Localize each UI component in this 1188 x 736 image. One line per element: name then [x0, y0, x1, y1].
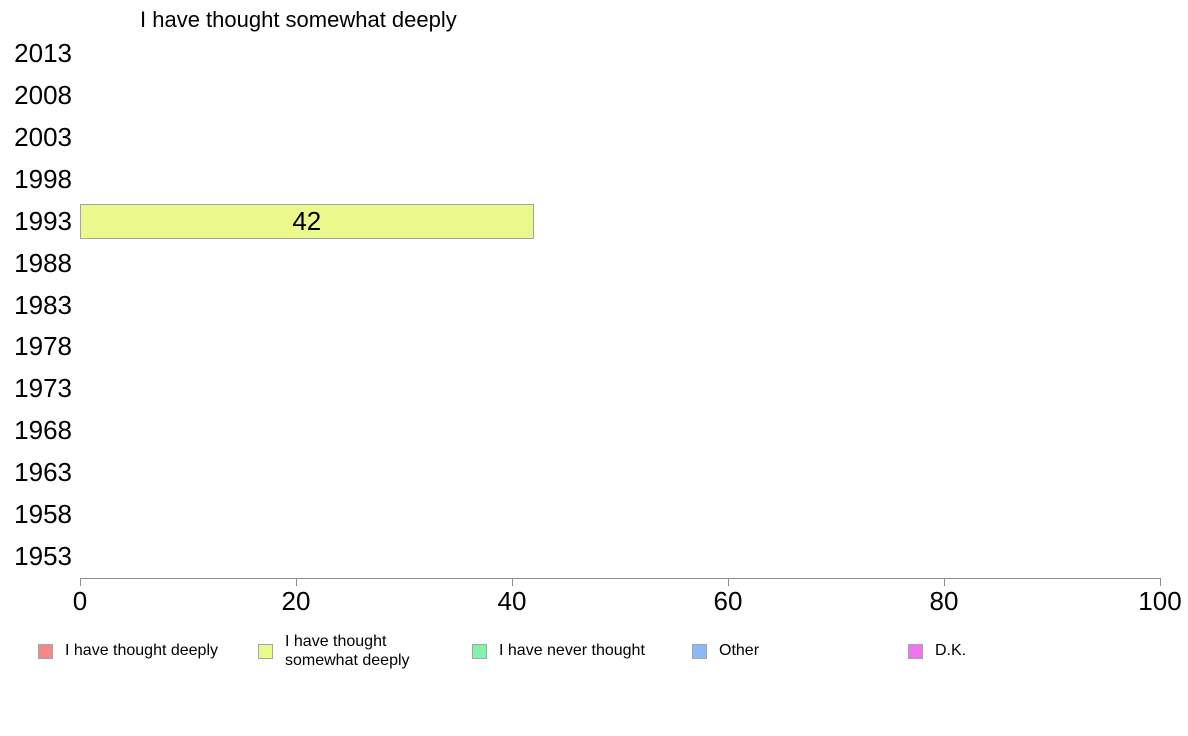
legend-item-d-k: D.K. — [908, 629, 966, 673]
x-axis-tick-label: 20 — [281, 586, 311, 616]
x-axis-tick-label: 100 — [1138, 586, 1182, 616]
bar-1993: 42 — [80, 204, 534, 240]
y-axis-label: 2008 — [14, 79, 72, 110]
y-axis-label: 1993 — [14, 205, 72, 236]
legend-item-other: Other — [692, 629, 759, 673]
y-axis-label: 2003 — [14, 121, 72, 152]
legend-label: Other — [719, 642, 760, 660]
legend-swatch — [258, 643, 273, 659]
x-axis-tick — [728, 578, 729, 586]
y-axis-label: 1973 — [14, 373, 72, 404]
y-axis-label: 1988 — [14, 247, 72, 278]
x-axis-tick — [80, 578, 81, 586]
y-axis-label: 1983 — [14, 289, 72, 320]
x-axis-tick — [1160, 578, 1161, 586]
chart-title: I have thought somewhat deeply — [140, 7, 457, 32]
legend-swatch — [38, 643, 53, 659]
y-axis-label: 1978 — [14, 331, 72, 362]
x-axis-tick — [296, 578, 297, 586]
legend-item-i-have-thought-somewhat-deeply: I have thought somewhat deeply — [258, 629, 425, 673]
x-axis-tick-label: 60 — [713, 586, 743, 616]
x-axis-line — [80, 578, 1160, 579]
legend-item-i-have-never-thought: I have never thought — [472, 629, 645, 673]
x-axis-tick-label: 0 — [72, 586, 88, 616]
legend-label: I have thought somewhat deeply — [285, 632, 410, 669]
legend-label: D.K. — [935, 642, 967, 660]
x-axis-tick-label: 40 — [497, 586, 527, 616]
legend-swatch — [472, 643, 487, 659]
y-axis-label: 1963 — [14, 457, 72, 488]
legend-swatch — [908, 643, 923, 659]
x-axis-tick — [944, 578, 945, 586]
y-axis-label: 1953 — [14, 541, 72, 572]
y-axis-label: 2013 — [14, 38, 72, 68]
y-axis-label: 1968 — [14, 415, 72, 446]
legend-swatch — [692, 643, 707, 659]
legend-item-i-have-thought-deeply: I have thought deeply — [38, 629, 218, 673]
y-axis-label: 1998 — [14, 163, 72, 194]
legend-label: I have thought deeply — [65, 642, 219, 660]
y-axis-label: 1958 — [14, 499, 72, 530]
bar-value-label: 42 — [292, 206, 322, 237]
x-axis-tick-label: 80 — [929, 586, 959, 616]
x-axis-tick — [512, 578, 513, 586]
legend-label: I have never thought — [499, 642, 645, 660]
